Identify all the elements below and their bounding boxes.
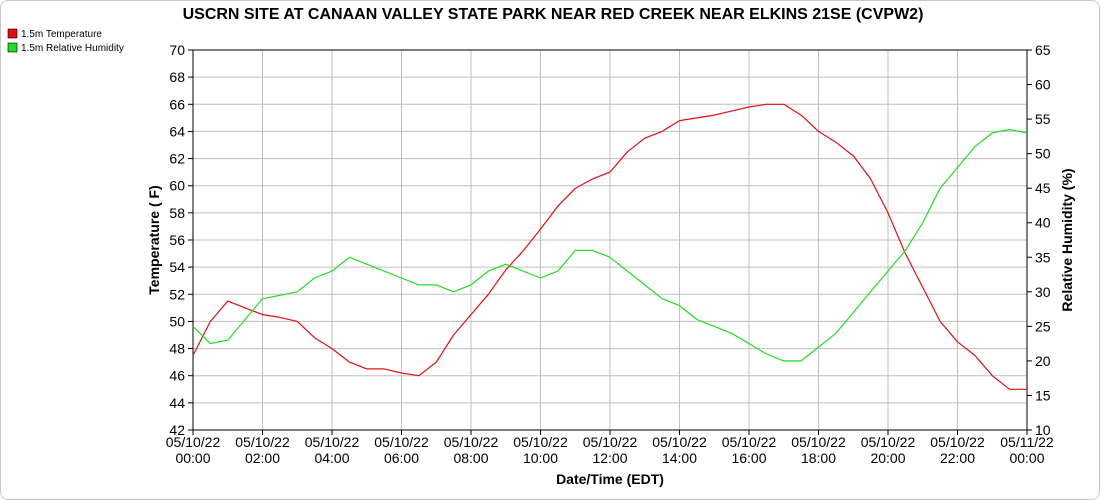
x-tick-label-date: 05/10/22 [513, 434, 568, 450]
y-tick-label-left: 42 [169, 422, 185, 438]
x-tick-label-date: 05/10/22 [374, 434, 429, 450]
y-tick-label-right: 15 [1035, 387, 1051, 403]
y-tick-label-left: 58 [169, 205, 185, 221]
x-tick-label-date: 05/10/22 [444, 434, 499, 450]
y-tick-label-left: 56 [169, 232, 185, 248]
legend-label-temperature: 1.5m Temperature [21, 29, 102, 40]
y-tick-label-right: 35 [1035, 249, 1051, 265]
y-tick-label-right: 50 [1035, 146, 1051, 162]
x-tick-label-time: 00:00 [1009, 450, 1044, 466]
x-tick-label-time: 16:00 [731, 450, 766, 466]
y-tick-label-right: 20 [1035, 353, 1051, 369]
series-line-temperature [192, 103, 1027, 390]
y-tick-label-left: 46 [169, 368, 185, 384]
x-tick-label-time: 20:00 [870, 450, 905, 466]
y-tick-label-right: 55 [1035, 111, 1051, 127]
y-axis-right: 10 15 20 25 30 35 40 45 50 55 60 65 [1027, 42, 1051, 438]
y-tick-label-left: 66 [169, 96, 185, 112]
x-tick-label-date: 05/10/22 [791, 434, 846, 450]
legend-swatch-temperature [7, 28, 18, 39]
y-tick-label-right: 45 [1035, 180, 1051, 196]
x-tick-label-time: 10:00 [523, 450, 558, 466]
x-tick-label-time: 18:00 [801, 450, 836, 466]
legend-label-humidity: 1.5m Relative Humidity [21, 43, 124, 54]
x-tick-label-time: 12:00 [592, 450, 627, 466]
x-tick-label-date: 05/10/22 [305, 434, 360, 450]
y-tick-label-left: 68 [169, 69, 185, 85]
x-tick-label-date: 05/10/22 [722, 434, 777, 450]
y-axis-left-label: Temperature ( F) [146, 185, 162, 294]
y-tick-label-left: 50 [169, 313, 185, 329]
x-tick-label-date: 05/10/22 [166, 434, 221, 450]
x-tick-label-time: 22:00 [940, 450, 975, 466]
chart-title: USCRN SITE AT CANAAN VALLEY STATE PARK N… [183, 6, 924, 23]
x-tick-label-date: 05/11/22 [1000, 434, 1054, 450]
y-tick-label-left: 52 [169, 286, 185, 302]
y-tick-label-left: 44 [169, 395, 185, 411]
y-tick-label-right: 40 [1035, 215, 1051, 231]
y-tick-label-left: 62 [169, 151, 185, 167]
legend: 1.5m Temperature 1.5m Relative Humidity [7, 28, 124, 54]
x-tick-label-time: 08:00 [453, 450, 488, 466]
y-axis-left: 42 44 46 48 50 52 54 56 58 60 62 64 66 68 70 [169, 42, 193, 438]
series-line-humidity [192, 128, 1028, 362]
x-tick-label-time: 14:00 [662, 450, 697, 466]
x-tick-label-time: 04:00 [314, 450, 349, 466]
series-group [192, 103, 1028, 390]
x-tick-label-date: 05/10/22 [583, 434, 638, 450]
x-tick-label-time: 00:00 [175, 450, 210, 466]
y-tick-label-left: 60 [169, 178, 185, 194]
y-tick-label-left: 64 [169, 123, 185, 139]
x-tick-label-time: 02:00 [245, 450, 280, 466]
y-tick-label-right: 25 [1035, 318, 1051, 334]
x-tick-label-time: 06:00 [384, 450, 419, 466]
y-tick-label-left: 70 [169, 42, 185, 58]
x-tick-label-date: 05/10/22 [930, 434, 985, 450]
x-axis-label: Date/Time (EDT) [556, 471, 664, 487]
y-tick-label-right: 60 [1035, 77, 1051, 93]
x-tick-label-date: 05/10/22 [652, 434, 707, 450]
y-tick-label-right: 65 [1035, 42, 1051, 58]
y-tick-label-left: 54 [169, 259, 185, 275]
legend-swatch-humidity [7, 42, 18, 53]
x-tick-label-date: 05/10/22 [861, 434, 916, 450]
grid [192, 49, 1028, 431]
y-tick-label-right: 10 [1035, 422, 1051, 438]
y-tick-label-left: 48 [169, 341, 185, 357]
x-tick-label-date: 05/10/22 [235, 434, 290, 450]
y-axis-right-label: Relative Humidity (%) [1059, 168, 1075, 311]
x-axis: 05/10/2200:0005/10/2202:0005/10/2204:000… [166, 430, 1054, 466]
y-tick-label-right: 30 [1035, 284, 1051, 300]
